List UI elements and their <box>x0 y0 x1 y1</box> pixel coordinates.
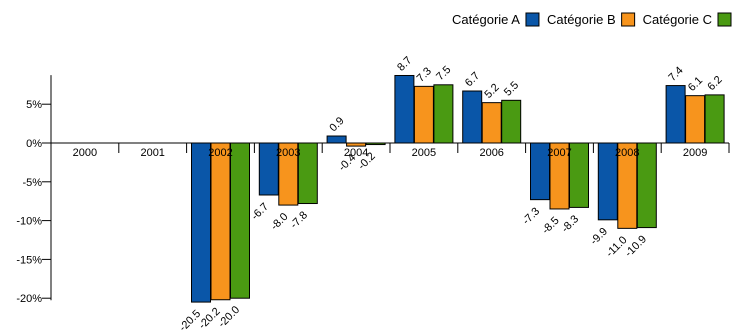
bar <box>297 142 318 205</box>
data-label: -20.0 <box>216 304 242 330</box>
x-category-label: 2005 <box>412 147 436 159</box>
x-axis: 2000 2001 2002 2003 2004 2005 2006 2007 2008 2009 <box>50 142 730 159</box>
bar <box>704 94 725 144</box>
legend-swatch <box>621 12 636 27</box>
bar <box>433 84 454 144</box>
bar <box>481 102 502 144</box>
x-category-label: 2006 <box>479 147 503 159</box>
bar <box>326 135 347 144</box>
bar <box>636 142 657 229</box>
data-label: -8.0 <box>269 211 291 233</box>
legend-swatch <box>717 12 732 27</box>
bar <box>685 95 706 144</box>
data-label: 7.4 <box>666 65 685 84</box>
bar <box>210 142 231 301</box>
data-label: 7.3 <box>415 65 434 84</box>
data-label: 5.5 <box>502 79 521 98</box>
data-label: -6.7 <box>249 201 271 223</box>
legend-label: Catégorie C <box>643 12 712 27</box>
data-label: -10.9 <box>623 233 649 259</box>
x-category-label: 2002 <box>208 147 232 159</box>
bars-group <box>191 74 725 303</box>
chart-legend: Catégorie C Catégorie B Catégorie A <box>452 12 732 27</box>
data-label: 8.7 <box>395 54 414 73</box>
data-label: 6.7 <box>463 70 482 89</box>
data-label: -9.9 <box>588 226 610 248</box>
y-tick-label: -5% <box>22 177 42 189</box>
data-label: 5.2 <box>482 82 501 101</box>
bar <box>462 90 483 144</box>
bar <box>413 85 434 144</box>
x-category-label: 2000 <box>73 147 97 159</box>
x-category-label: 2007 <box>547 147 571 159</box>
bar <box>394 74 415 144</box>
y-axis: 5% 0% -5% -10% -15% -20% <box>16 75 52 305</box>
data-label: 7.5 <box>434 64 453 83</box>
y-tick-label: -20% <box>16 293 42 305</box>
x-category-label: 2008 <box>615 147 639 159</box>
bar <box>230 142 250 299</box>
x-category-label: 2003 <box>276 147 300 159</box>
y-tick-label: 5% <box>26 99 42 111</box>
bar <box>569 142 589 208</box>
legend-swatch <box>525 12 540 27</box>
x-category-label: 2001 <box>140 147 164 159</box>
data-label: -7.3 <box>520 205 542 227</box>
x-category-label: 2009 <box>683 147 707 159</box>
bar <box>665 85 686 144</box>
data-label: 6.2 <box>705 74 724 93</box>
legend-label: Catégorie A <box>452 12 520 27</box>
bar <box>191 142 211 303</box>
data-label: 0.9 <box>327 115 346 134</box>
y-tick-label: -10% <box>16 216 42 228</box>
bar <box>501 99 522 144</box>
y-tick-label: 0% <box>26 138 42 150</box>
x-category-label: 2004 <box>344 147 368 159</box>
data-label: -8.5 <box>540 215 562 237</box>
data-label: 6.1 <box>686 75 705 94</box>
legend-label: Catégorie B <box>547 12 616 27</box>
y-tick-label: -15% <box>16 254 42 266</box>
data-label: -7.8 <box>288 209 310 231</box>
data-label: -8.3 <box>559 213 581 235</box>
